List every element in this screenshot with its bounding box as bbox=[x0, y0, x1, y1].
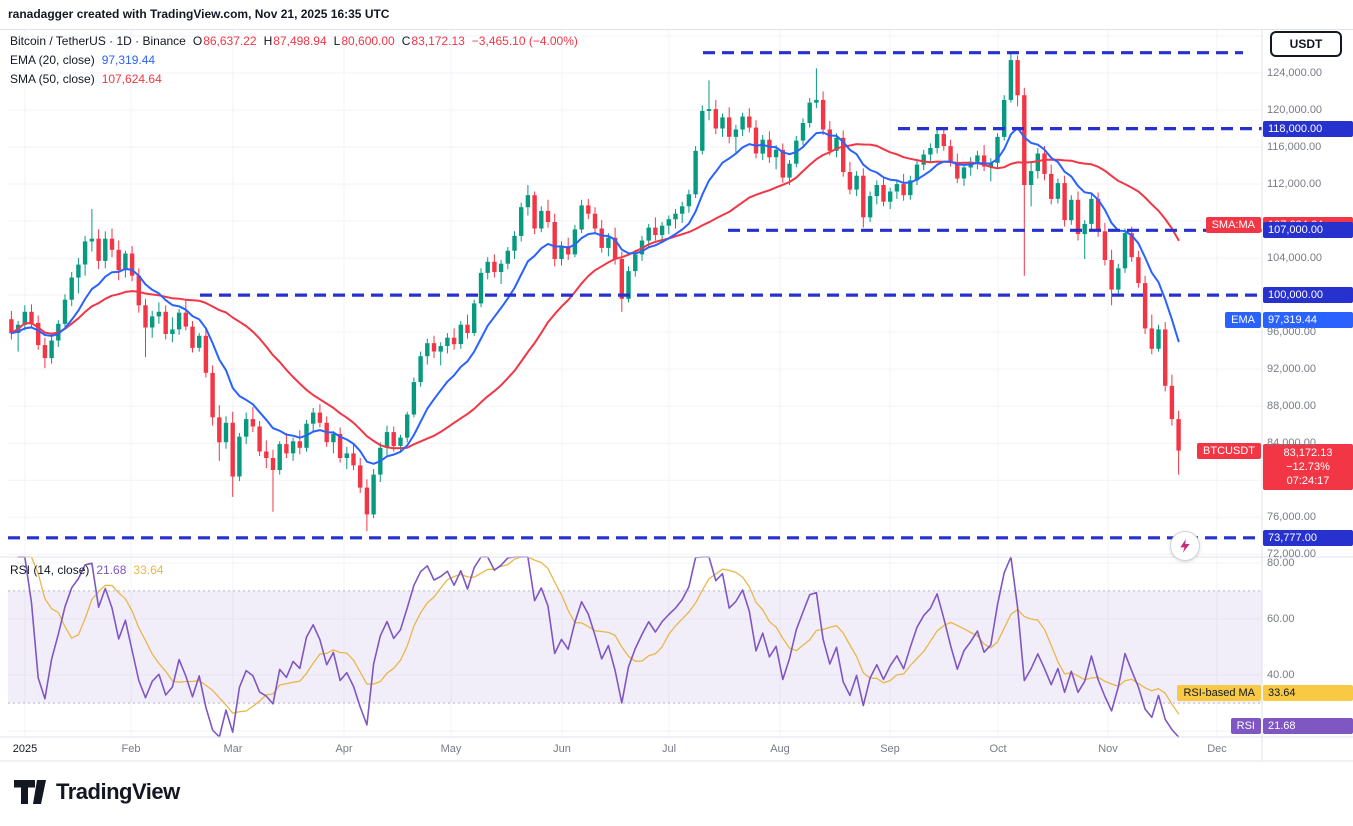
sma-legend-row[interactable]: SMA (50, close) 107,624.64 bbox=[10, 69, 578, 88]
level-price-badge: 118,000.00 bbox=[1263, 120, 1353, 137]
last-price: 83,172.13 bbox=[1283, 446, 1333, 459]
support-resistance-lines bbox=[8, 51, 1262, 540]
rsi-legend-row[interactable]: RSI (14, close) 21.68 33.64 bbox=[10, 560, 163, 579]
price-change: −3,465.10 (−4.00%) bbox=[471, 33, 578, 48]
ema-line bbox=[10, 126, 1180, 465]
price-axis-label: 88,000.00 bbox=[1267, 400, 1316, 413]
price-axis-label: 116,000.00 bbox=[1267, 141, 1322, 154]
time-axis-label: Jul bbox=[661, 743, 677, 755]
level-price-badge: 107,000.00 bbox=[1263, 222, 1353, 239]
rsi-ma-badge: 33.64 bbox=[1263, 684, 1353, 701]
time-axis-label: Apr bbox=[335, 743, 353, 755]
price-axis-label: 72,000.00 bbox=[1267, 548, 1316, 561]
rsi-tag: RSI bbox=[1230, 718, 1261, 735]
price-axis-label: 92,000.00 bbox=[1267, 363, 1316, 376]
ohlc-high: H 87,498.94 bbox=[263, 33, 327, 48]
price-axis-label: 96,000.00 bbox=[1267, 326, 1316, 339]
time-axis-label: Nov bbox=[1098, 743, 1118, 755]
time-axis-label: Feb bbox=[121, 743, 141, 755]
price-axis-label: 124,000.00 bbox=[1267, 67, 1323, 80]
sma-tag: SMA:MA bbox=[1205, 216, 1261, 233]
symbol-row[interactable]: Bitcoin / TetherUS · 1D · Binance O 86,63… bbox=[10, 31, 578, 50]
creator-note: ranadagger created with TradingView.com,… bbox=[8, 7, 390, 21]
last-change-pct: −12.73% bbox=[1286, 460, 1330, 473]
time-axis-label: May bbox=[440, 743, 462, 755]
sma-legend-label: SMA (50, close) bbox=[10, 71, 95, 86]
time-axis-label: Mar bbox=[223, 743, 243, 755]
rsi-badge: 21.68 bbox=[1263, 718, 1353, 735]
sma-line bbox=[10, 143, 1180, 450]
ohlc-low: L 80,600.00 bbox=[333, 33, 395, 48]
ema-legend-row[interactable]: EMA (20, close) 97,319.44 bbox=[10, 50, 578, 69]
currency-toggle-button[interactable]: USDT bbox=[1270, 31, 1342, 57]
price-axis-label: 112,000.00 bbox=[1267, 178, 1322, 191]
last-price-badge: 83,172.13 −12.73% 07:24:17 bbox=[1263, 443, 1353, 490]
bar-countdown: 07:24:17 bbox=[1286, 474, 1330, 487]
rsi-band bbox=[8, 590, 1262, 704]
ema-legend-label: EMA (20, close) bbox=[10, 52, 95, 67]
sma-legend-value: 107,624.64 bbox=[101, 71, 162, 86]
level-price-badge: 73,777.00 bbox=[1263, 529, 1353, 546]
time-axis-label: Jun bbox=[553, 743, 571, 755]
rsi-ma-tag: RSI-based MA bbox=[1177, 684, 1261, 701]
tradingview-logo-icon bbox=[14, 780, 46, 804]
ohlc-close: C 83,172.13 bbox=[401, 33, 465, 48]
ema-legend-value: 97,319.44 bbox=[101, 52, 156, 67]
candlesticks bbox=[9, 52, 1181, 532]
rsi-ma-line bbox=[17, 556, 1180, 715]
tradingview-logo-text: TradingView bbox=[56, 779, 180, 804]
price-axis-label: 76,000.00 bbox=[1267, 511, 1316, 524]
level-price-badge: 100,000.00 bbox=[1263, 287, 1353, 304]
ohlc-open: O 86,637.22 bbox=[192, 33, 257, 48]
time-axis-label: Aug bbox=[770, 743, 790, 755]
rsi-legend: RSI (14, close) 21.68 33.64 bbox=[10, 560, 163, 579]
time-axis-label: Dec bbox=[1207, 743, 1227, 755]
rsi-legend-value: 21.68 bbox=[96, 562, 127, 577]
rsi-axis-label: 60.00 bbox=[1267, 612, 1295, 625]
rsi-ma-legend-value: 33.64 bbox=[133, 562, 164, 577]
time-axis-label: Sep bbox=[880, 743, 900, 755]
rsi-legend-label: RSI (14, close) bbox=[10, 562, 90, 577]
time-axis-label: Oct bbox=[989, 743, 1007, 755]
flash-button[interactable] bbox=[1170, 531, 1200, 561]
rsi-axis-label: 40.00 bbox=[1267, 669, 1295, 682]
time-axis-label: 2025 bbox=[12, 743, 38, 755]
symbol-title: Bitcoin / TetherUS · 1D · Binance bbox=[10, 33, 186, 48]
price-axis-label: 104,000.00 bbox=[1267, 252, 1323, 265]
price-axis-label: 120,000.00 bbox=[1267, 104, 1323, 117]
rsi-line bbox=[17, 556, 1180, 738]
pane-separators bbox=[0, 29, 1353, 762]
tradingview-logo[interactable]: TradingView bbox=[14, 779, 180, 805]
main-legend: Bitcoin / TetherUS · 1D · Binance O 86,63… bbox=[10, 31, 578, 88]
ema-badge: 97,319.44 bbox=[1263, 311, 1353, 328]
rsi-axis-label: 80.00 bbox=[1267, 556, 1295, 569]
symbol-price-tag: BTCUSDT bbox=[1197, 442, 1261, 459]
lightning-icon bbox=[1180, 539, 1190, 553]
ema-tag: EMA bbox=[1225, 311, 1261, 328]
price-axis-label: 84,000.00 bbox=[1267, 437, 1316, 450]
